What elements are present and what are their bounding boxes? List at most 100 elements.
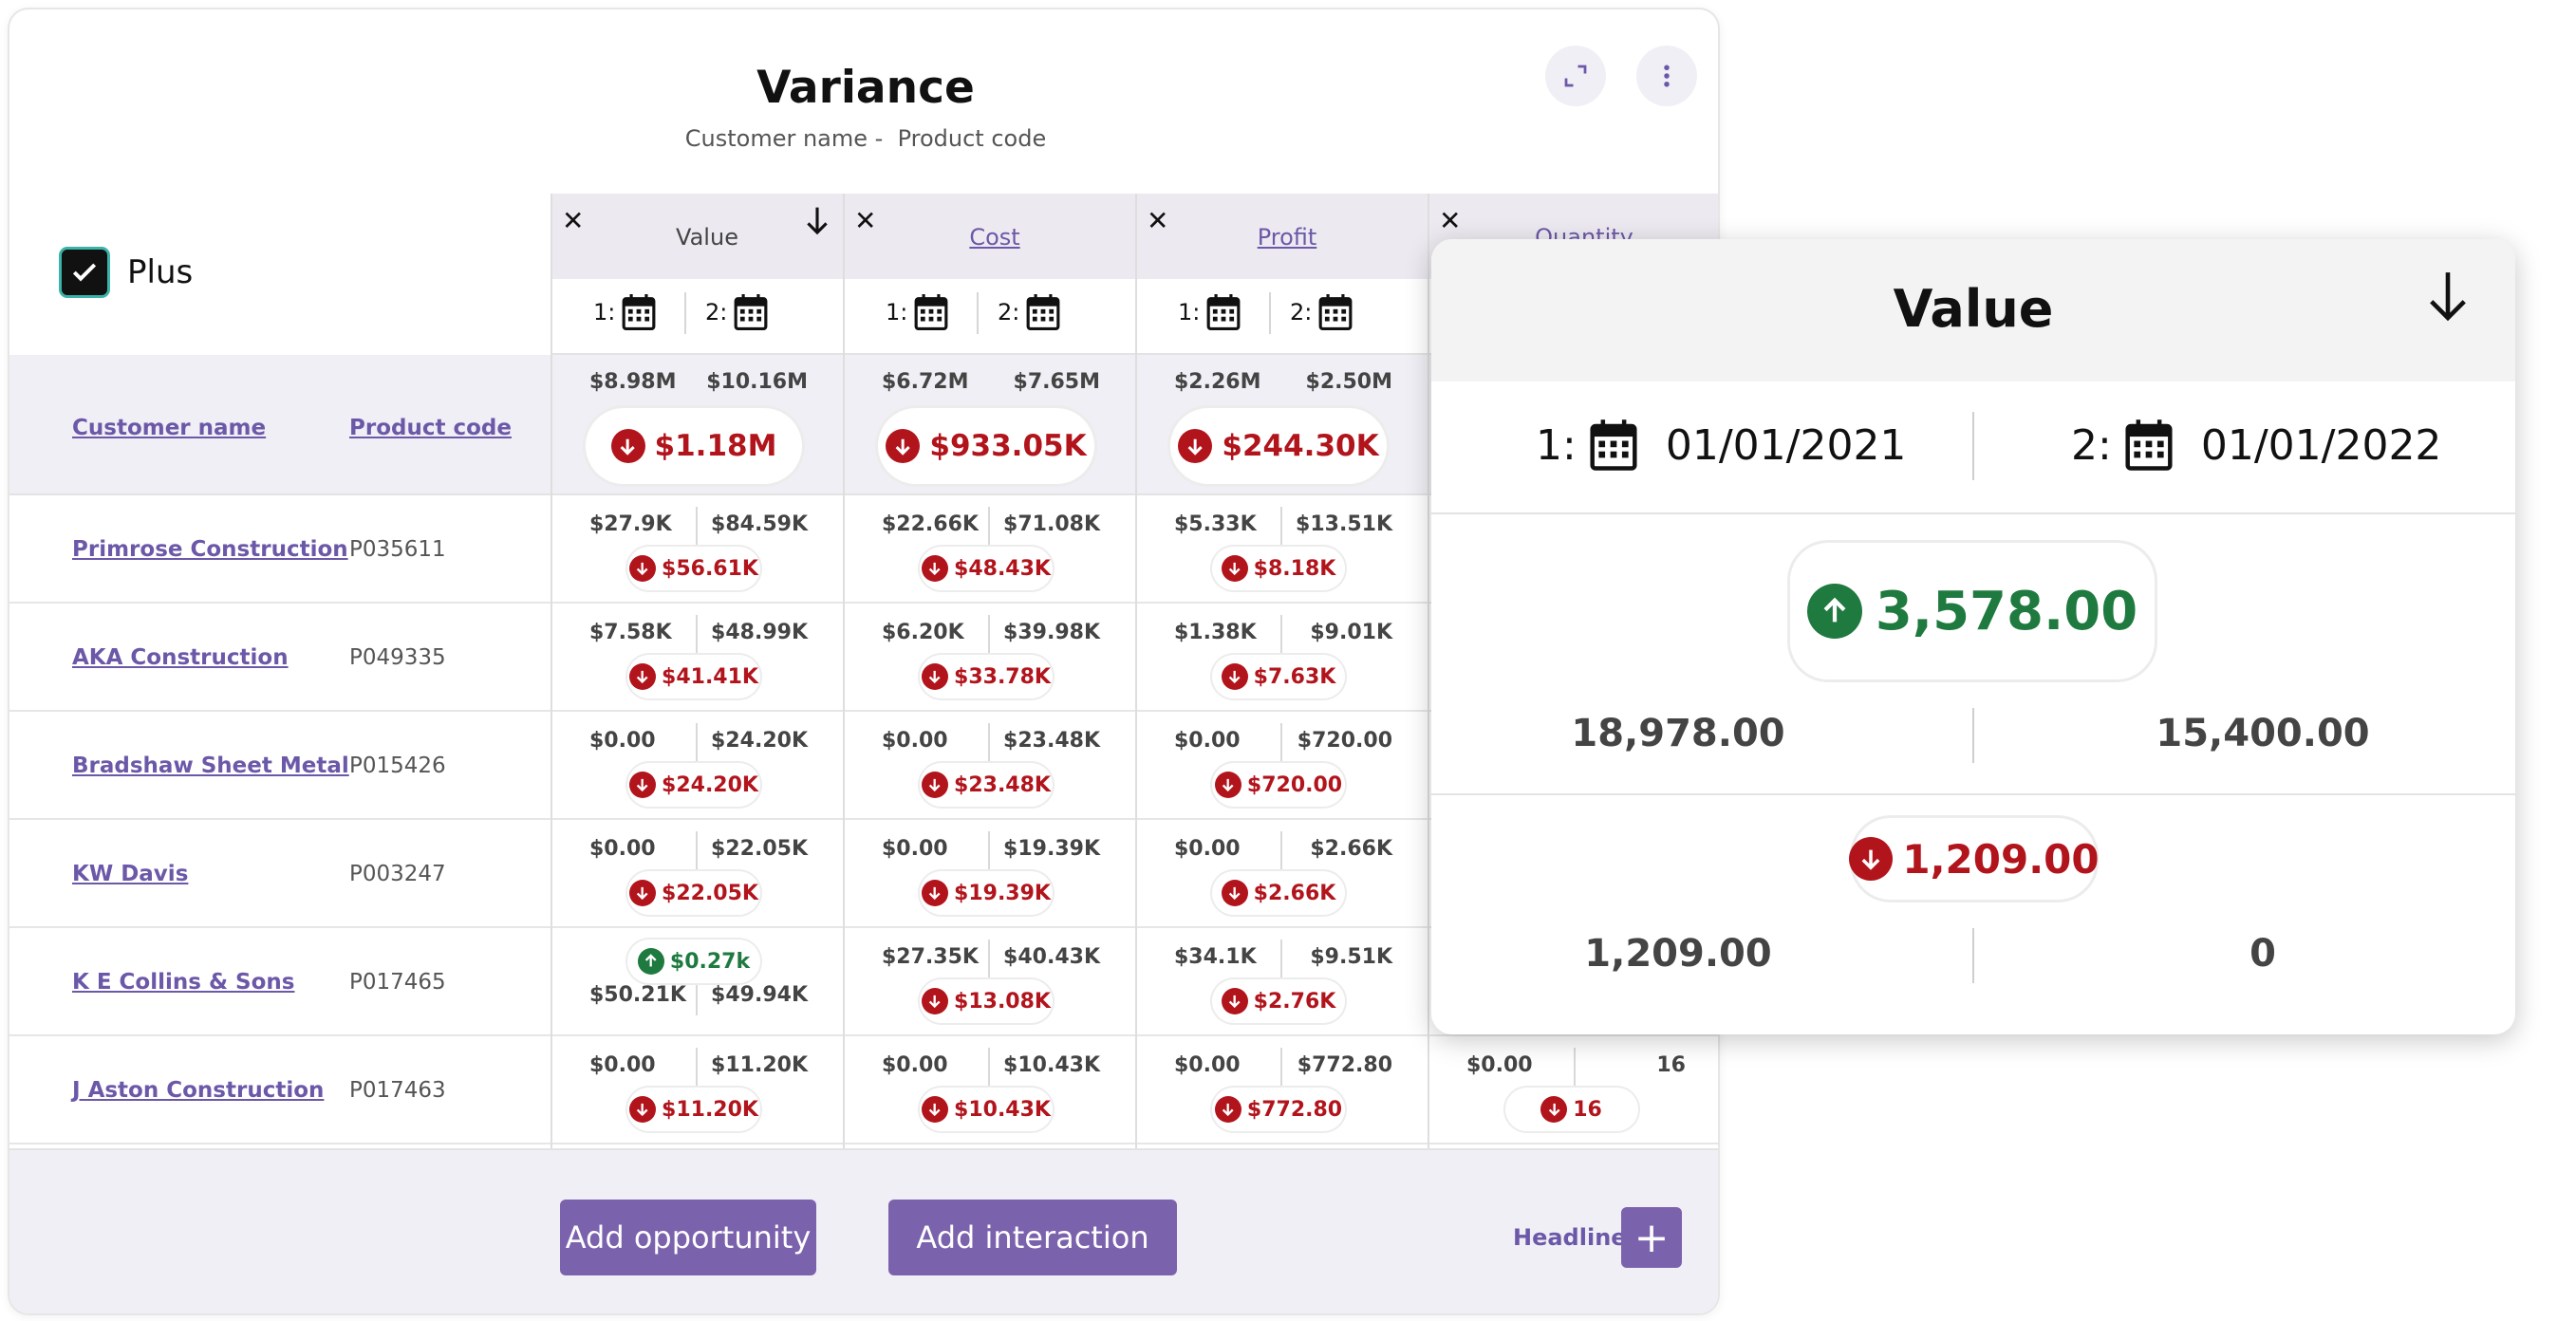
footer-bar — [9, 1148, 1718, 1313]
customer-link[interactable]: AKA Construction — [72, 645, 289, 670]
column-header-cost[interactable]: Cost — [969, 224, 1020, 251]
variance-value: $8.18K — [1253, 556, 1336, 581]
value-divider — [988, 940, 990, 977]
total-variance-pill: $1.18M — [586, 408, 802, 484]
value-period-1: $0.00 — [1466, 1053, 1533, 1077]
value-period-1: $27.35K — [882, 945, 979, 969]
total-period-1: $8.98M — [589, 370, 677, 394]
value-period-2: $22.05K — [711, 837, 808, 861]
date-1-picker[interactable]: 1: — [886, 292, 949, 332]
product-code: P017463 — [349, 1078, 446, 1103]
date-2-picker[interactable]: 2: — [998, 292, 1061, 332]
sort-button[interactable] — [803, 204, 831, 242]
popup-delta-value: 3,578.00 — [1790, 543, 2155, 679]
date-2-picker[interactable]: 2: — [705, 292, 769, 332]
date-1-label: 1: — [593, 299, 616, 326]
variance-pill: $13.08K — [920, 979, 1053, 1023]
remove-column-quantity[interactable]: ✕ — [1439, 205, 1461, 236]
add-interaction-button[interactable]: Add interaction — [888, 1200, 1177, 1275]
more-vert-icon — [1664, 65, 1670, 87]
value-period-2: $84.59K — [711, 512, 808, 536]
customer-link[interactable]: K E Collins & Sons — [72, 970, 295, 995]
value-period-1: $0.00 — [1174, 837, 1241, 861]
variance-value: $720.00 — [1246, 772, 1343, 797]
variance-pill: $11.20K — [627, 1088, 760, 1131]
customer-link[interactable]: J Aston Construction — [72, 1078, 325, 1103]
value-period-2: $9.01K — [1310, 621, 1392, 644]
variance-value: $7.63K — [1253, 664, 1336, 689]
value-period-2: $13.51K — [1296, 512, 1392, 536]
column-divider — [843, 194, 845, 1148]
variance-value: $0.27k — [669, 949, 751, 974]
date-2-picker[interactable]: 2: — [1290, 292, 1353, 332]
value-divider — [988, 723, 990, 761]
table-row — [9, 1036, 1718, 1144]
calendar-icon — [2125, 419, 2173, 471]
value-period-1: $0.00 — [589, 729, 656, 753]
popup-header — [1431, 239, 2515, 381]
popup-divider — [1431, 512, 2515, 514]
value-period-1: $5.33K — [1174, 512, 1257, 536]
value-period-2: $720.00 — [1297, 729, 1392, 753]
close-icon: ✕ — [562, 205, 585, 236]
variance-value: $19.39K — [954, 881, 1051, 905]
value-divider — [988, 507, 990, 545]
headline-label: Headline — [1513, 1224, 1627, 1251]
arrow-down-circle-icon — [1178, 429, 1213, 463]
date-divider — [977, 292, 979, 334]
row-header-customer[interactable]: Customer name — [72, 416, 267, 440]
column-header-value[interactable]: Value — [676, 224, 738, 251]
value-period-1: $22.66K — [882, 512, 979, 536]
date-2-value: 01/01/2022 — [2200, 420, 2442, 470]
panel-subtitle: Customer name - Product code — [684, 125, 1047, 152]
value-divider — [1280, 1048, 1282, 1086]
arrow-down-circle-icon — [1214, 772, 1241, 798]
value-divider — [1280, 615, 1282, 653]
variance-pill: $56.61K — [627, 547, 760, 590]
total-period-2: $7.65M — [1013, 370, 1100, 394]
row-header-product[interactable]: Product code — [349, 416, 512, 440]
total-period-2: $10.16M — [706, 370, 808, 394]
add-headline-button[interactable]: + — [1621, 1207, 1682, 1268]
popup-date-2[interactable]: 2: 01/01/2022 — [2071, 418, 2441, 473]
popup-delta-quantity-text: 1,209.00 — [1902, 835, 2100, 883]
variance-value: 16 — [1573, 1097, 1602, 1122]
close-icon: ✕ — [854, 205, 877, 236]
quantity-divider — [1972, 928, 1974, 983]
variance-value: $41.41K — [662, 664, 758, 689]
customer-link[interactable]: Primrose Construction — [72, 537, 348, 562]
column-header-profit[interactable]: Profit — [1257, 224, 1317, 251]
total-variance-value: $1.18M — [654, 429, 777, 463]
arrow-down-circle-icon — [1221, 663, 1248, 690]
plus-checkbox[interactable] — [59, 247, 110, 298]
total-variance-value: $933.05K — [929, 429, 1087, 463]
remove-column-cost[interactable]: ✕ — [854, 205, 876, 236]
remove-column-profit[interactable]: ✕ — [1147, 205, 1168, 236]
variance-pill: $2.76K — [1212, 979, 1345, 1023]
popup-date-1[interactable]: 1: 01/01/2021 — [1536, 418, 1906, 473]
calendar-icon — [914, 294, 948, 331]
arrow-down-circle-icon — [922, 1096, 949, 1123]
arrow-down-circle-icon — [1221, 880, 1248, 906]
remove-column-value[interactable]: ✕ — [562, 205, 584, 236]
date-2-label: 2: — [2071, 420, 2112, 470]
customer-link[interactable]: Bradshaw Sheet Metal — [72, 754, 349, 778]
plus-checkbox-group[interactable]: Plus — [59, 247, 193, 298]
customer-link[interactable]: KW Davis — [72, 862, 189, 886]
arrow-down-circle-icon — [1214, 1096, 1241, 1123]
expand-button[interactable] — [1545, 46, 1606, 106]
popup-sort-button[interactable] — [2426, 268, 2470, 328]
variance-value: $13.08K — [954, 989, 1051, 1014]
more-options-button[interactable] — [1636, 46, 1697, 106]
value-period-1: $0.00 — [1174, 1053, 1241, 1077]
calendar-icon — [734, 294, 768, 331]
value-period-2: $11.20K — [711, 1053, 808, 1077]
date-1-picker[interactable]: 1: — [1178, 292, 1241, 332]
variance-pill: $23.48K — [920, 763, 1053, 807]
arrow-down-circle-icon — [922, 880, 949, 906]
value-divider — [1280, 723, 1282, 761]
date-1-picker[interactable]: 1: — [593, 292, 657, 332]
arrow-down-circle-icon — [629, 772, 657, 798]
value-period-2: $48.99K — [711, 621, 808, 644]
add-opportunity-button[interactable]: Add opportunity — [560, 1200, 816, 1275]
